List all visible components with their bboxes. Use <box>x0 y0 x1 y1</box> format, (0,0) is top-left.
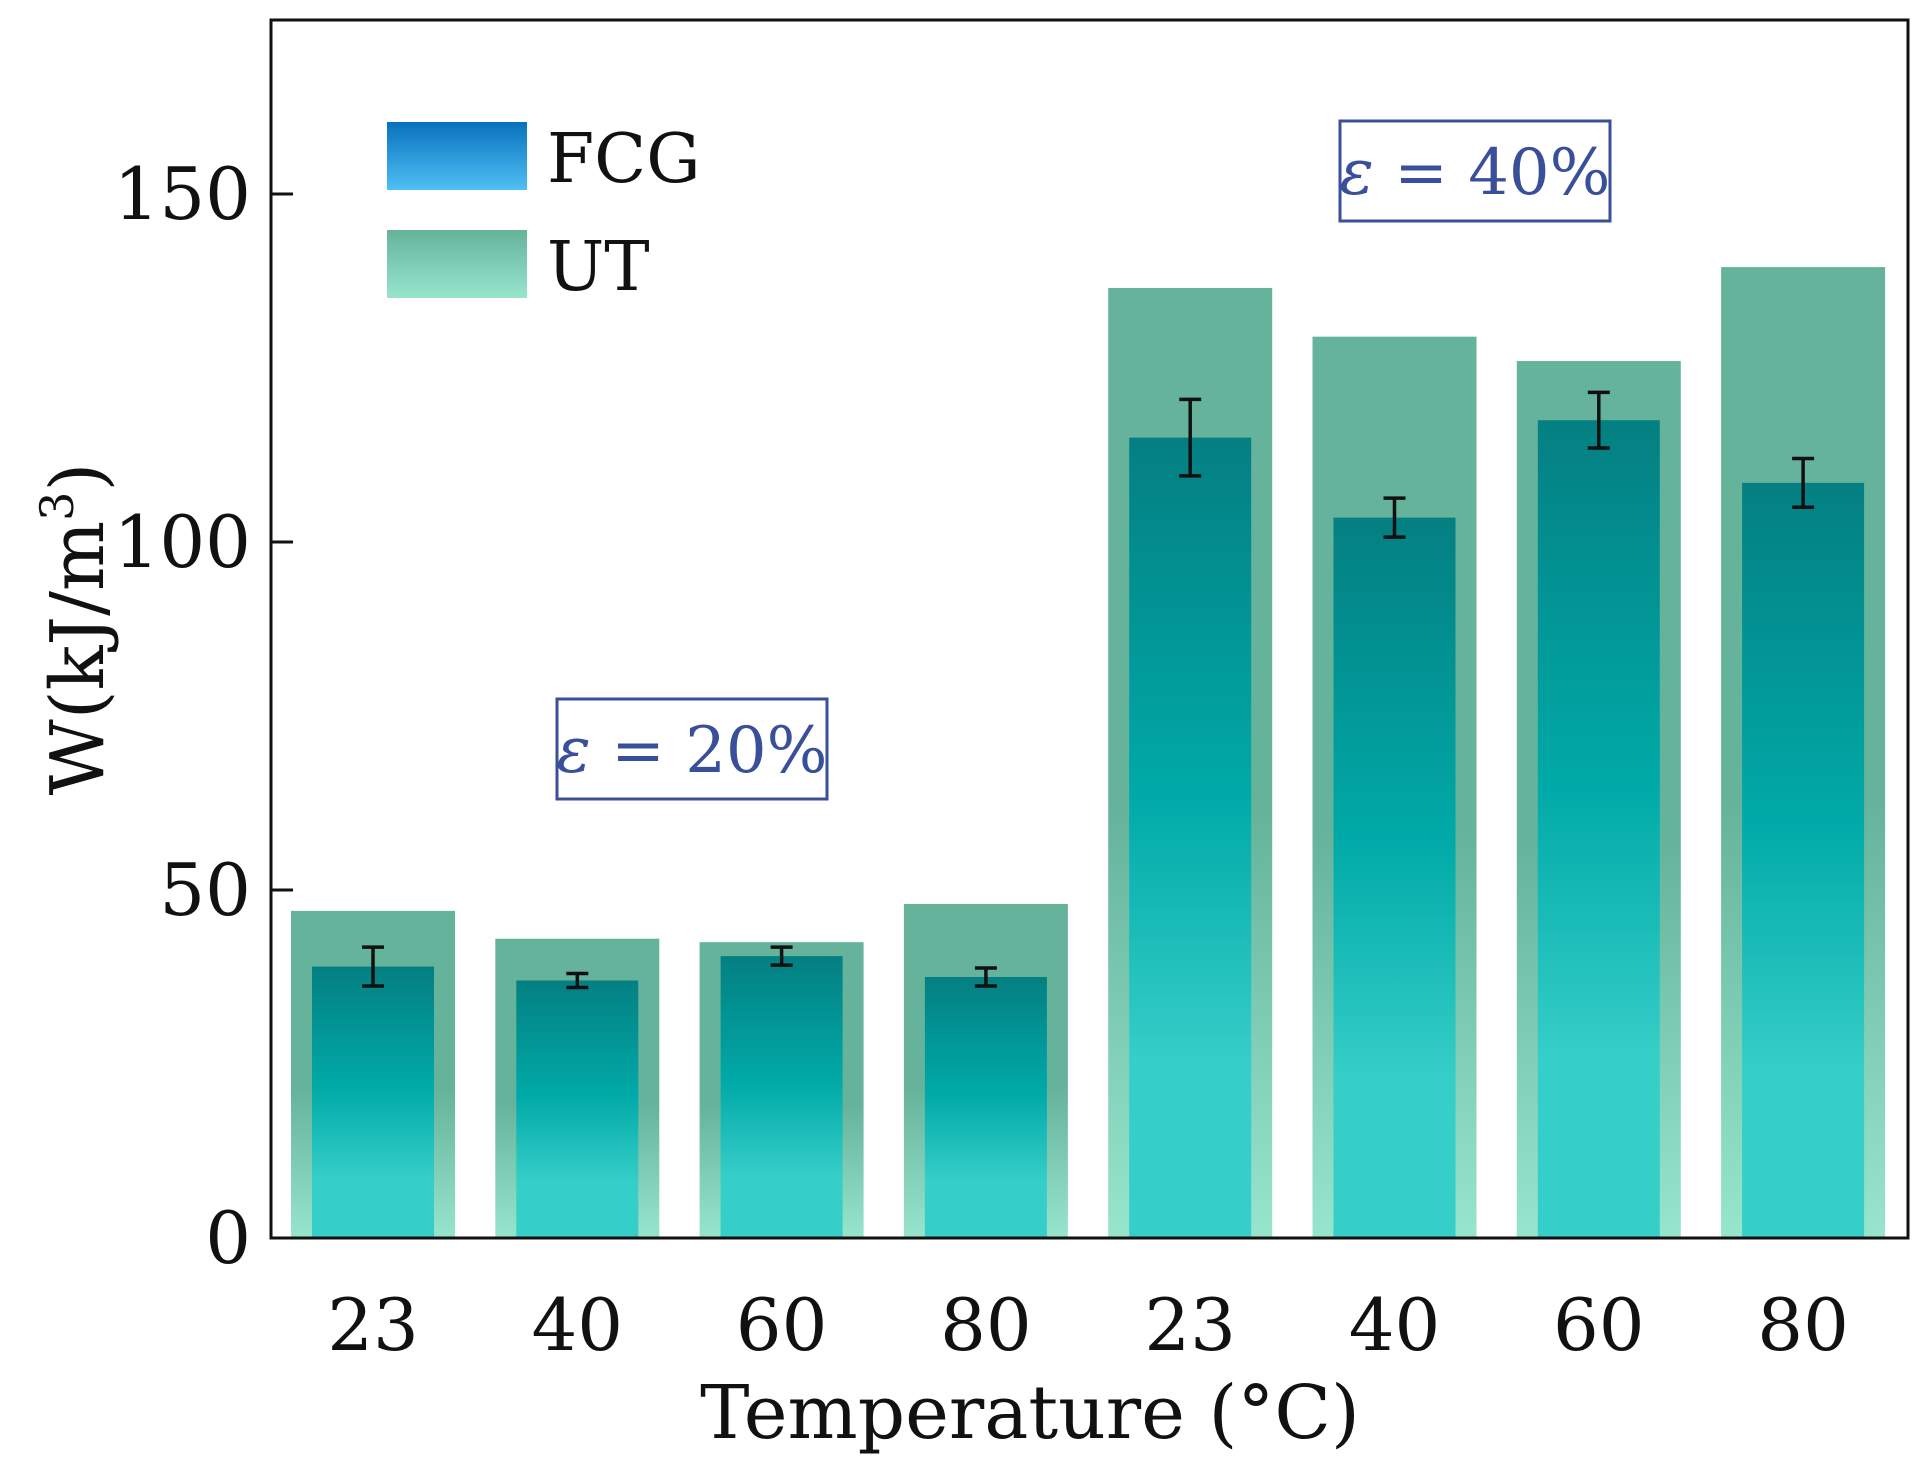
legend-label-fcg: FCG <box>547 120 701 199</box>
annotation-box-40 <box>1338 119 1612 223</box>
bar-fcg-3 <box>924 977 1047 1238</box>
error-bar-fcg-5 <box>1383 496 1406 539</box>
bar-fcg-2 <box>720 956 843 1238</box>
plot-frame <box>269 18 1910 1240</box>
annotation-box-20 <box>555 697 829 801</box>
y-tick-label-3: 150 <box>114 152 251 236</box>
bar-fcg-1 <box>516 980 639 1238</box>
annotation-strain-40: ε = 40% <box>1338 119 1612 223</box>
x-tick-label-6: 60 <box>1553 1283 1645 1367</box>
legend: FCG UT <box>387 120 701 307</box>
bar-fcg-5 <box>1333 517 1456 1238</box>
x-tick-label-3: 80 <box>940 1283 1032 1367</box>
y-axis-title-close: ) <box>35 463 121 492</box>
x-tick-label-1: 40 <box>531 1283 623 1367</box>
x-tick-label-4: 23 <box>1144 1283 1236 1367</box>
annotation-text-20: ε = 20% <box>557 714 828 788</box>
x-axis-title: Temperature (°C) <box>700 1370 1360 1456</box>
error-bar-fcg-0 <box>362 945 384 988</box>
legend-label-ut: UT <box>547 228 650 307</box>
y-axis-title-superscript: 3 <box>30 492 84 521</box>
error-bars-layer <box>362 390 1815 990</box>
annotation-text-40: ε = 40% <box>1340 136 1611 210</box>
bar-fcg-4 <box>1129 437 1252 1239</box>
x-tick-label-0: 23 <box>327 1283 419 1367</box>
error-bar-fcg-3 <box>974 966 997 988</box>
bar-fcg-6 <box>1537 420 1660 1238</box>
legend-swatch-ut <box>387 230 527 298</box>
y-axis-title: W(kJ/m3) <box>30 463 121 796</box>
x-tick-label-7: 80 <box>1757 1283 1849 1367</box>
error-bar-fcg-6 <box>1587 390 1610 450</box>
x-tick-label-5: 40 <box>1349 1283 1441 1367</box>
annotation-strain-20: ε = 20% <box>555 697 829 801</box>
error-bar-fcg-4 <box>1179 397 1202 478</box>
y-tick-label-2: 100 <box>114 500 251 584</box>
bar-fcg-7 <box>1742 482 1865 1239</box>
y-tick-label-1: 50 <box>159 848 251 932</box>
legend-swatch-fcg <box>387 122 527 190</box>
error-bar-fcg-7 <box>1792 456 1815 509</box>
y-tick-label-0: 0 <box>205 1196 251 1280</box>
error-bar-fcg-1 <box>566 971 589 990</box>
bar-fcg-0 <box>312 966 434 1238</box>
bars-layer <box>291 267 1886 1239</box>
error-bar-fcg-2 <box>770 945 793 967</box>
ticks-layer: 23 40 60 80 23 40 60 80 0 50 100 150 <box>114 152 1849 1367</box>
x-tick-label-2: 60 <box>736 1283 828 1367</box>
